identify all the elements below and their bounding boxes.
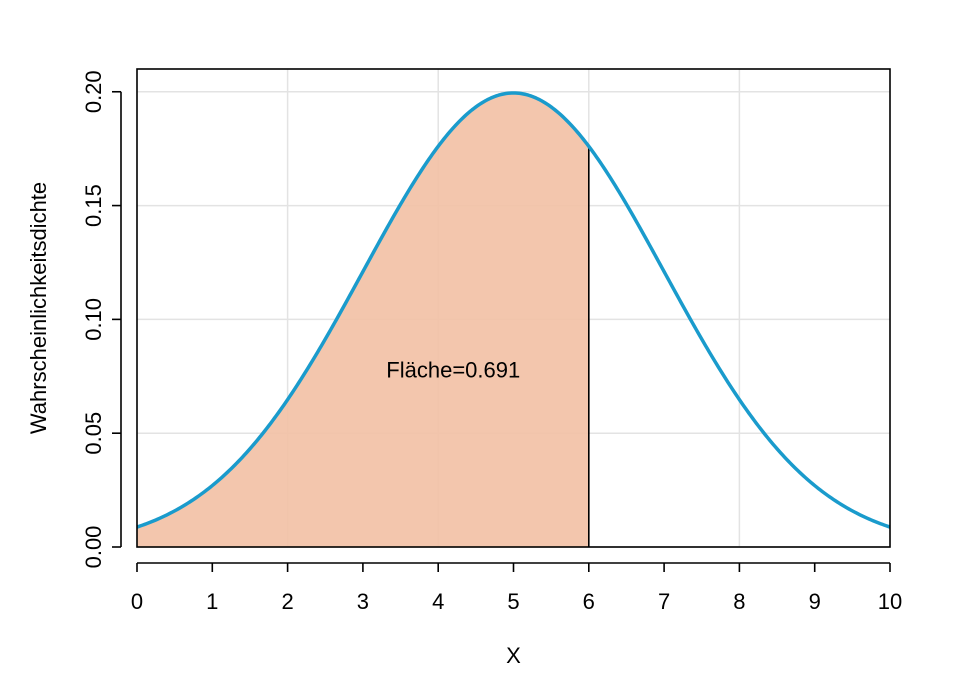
- x-tick-label: 2: [281, 589, 293, 614]
- x-tick-label: 3: [357, 589, 369, 614]
- x-tick-label: 10: [878, 589, 902, 614]
- x-tick-label: 6: [583, 589, 595, 614]
- x-tick-label: 1: [206, 589, 218, 614]
- y-tick-label: 0.20: [81, 70, 106, 113]
- x-tick-label: 8: [733, 589, 745, 614]
- x-axis: 0 1 2 3 4 5 6 7 8 9 10: [131, 562, 902, 614]
- plot-frame: [136, 68, 891, 548]
- shaded-area: [137, 92, 589, 547]
- y-tick-label: 0.05: [81, 412, 106, 455]
- y-tick-label: 0.00: [81, 526, 106, 569]
- x-tick-label: 9: [809, 589, 821, 614]
- x-tick-label: 7: [658, 589, 670, 614]
- area-annotation: Fläche=0.691: [386, 357, 520, 382]
- x-axis-title: X: [506, 643, 521, 668]
- x-tick-label: 4: [432, 589, 444, 614]
- y-tick-label: 0.15: [81, 184, 106, 227]
- x-tick-label: 5: [507, 589, 519, 614]
- y-axis: 0.00 0.05 0.10 0.15 0.20: [81, 70, 122, 569]
- y-tick-label: 0.10: [81, 298, 106, 341]
- y-axis-title: Wahrscheinlichkeitsdichte: [26, 182, 51, 434]
- density-curve: [136, 91, 891, 529]
- x-tick-label: 0: [131, 589, 143, 614]
